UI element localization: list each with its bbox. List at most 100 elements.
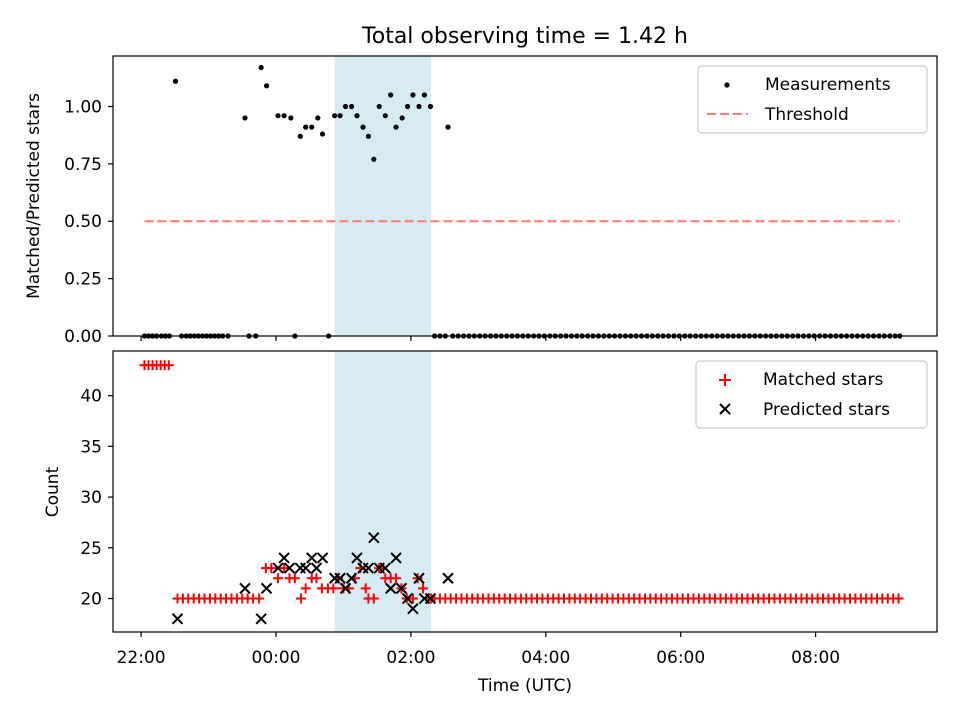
top-ylabel: Matched/Predicted stars [24,93,44,299]
predicted-point [278,552,290,564]
x-tick-label: 02:00 [386,648,435,668]
bottom-highlight-band [334,351,432,632]
matched-point [311,573,322,584]
measurement-point [421,92,427,98]
matched-point [360,583,371,594]
matched-point [289,573,300,584]
measurement-point [263,83,270,89]
predicted-point [260,582,273,595]
predicted-point [255,613,267,625]
predicted-point [362,562,375,574]
x-tick-label: 22:00 [117,648,166,668]
measurement-point [288,115,294,121]
predicted-point [442,572,454,584]
measurement-point [376,103,382,110]
bottom-y-tick-label: 20 [80,590,102,610]
legend-measurements: Measurements [765,75,891,95]
measurement-point [410,92,416,98]
predicted-point [413,572,425,584]
measurement-point [388,92,394,98]
top-y-tick-label: 1.00 [64,97,102,117]
predicted-point [306,552,318,564]
measurement-point [445,124,451,130]
measurement-point [242,115,248,121]
measurement-point [382,113,388,119]
measurement-point [337,113,343,119]
bottom-y-tick-label: 25 [80,539,102,559]
predicted-point [384,582,397,595]
matched-point [391,573,402,584]
matched-point [163,360,174,371]
top-highlight-band [334,56,432,336]
measurement-point [360,124,366,130]
predicted-point [345,572,358,584]
measurement-point [275,113,281,119]
top-y-tick-label: 0.25 [64,270,102,290]
matched-point [328,583,339,594]
predicted-point [339,582,352,595]
measurement-point [365,133,372,139]
legend-dot-icon [724,82,730,88]
legend-predicted: Predicted stars [763,400,890,420]
top-legend: Measurements Threshold [697,65,928,134]
matched-point [254,593,265,604]
legend-threshold: Threshold [764,105,849,125]
predicted-point [379,562,391,574]
predicted-point [239,582,251,595]
matched-point [279,563,290,574]
x-tick-label: 04:00 [521,648,570,668]
measurement-point [416,103,422,110]
measurement-point [427,103,434,110]
predicted-point [171,613,184,625]
legend-plus-icon [719,374,731,386]
top-panel: 0.00 0.25 0.50 0.75 1.00 Matched/Predicted s… [24,55,938,347]
matched-point [418,583,429,594]
predicted-point [390,552,402,564]
predicted-point [395,582,408,595]
matched-point [273,573,284,584]
measurement-point [332,113,338,119]
measurement-point [393,124,399,130]
matched-point [893,593,904,604]
measurement-point [281,113,287,119]
measurement-point [172,78,179,84]
matched-point [300,583,311,594]
x-tick-label: 00:00 [252,648,301,668]
top-y-tick-label: 0.50 [64,212,102,232]
matched-point [368,593,379,604]
top-y-tick-label: 0.75 [64,155,102,175]
measurement-point [348,103,355,110]
top-y-tick-label: 0.00 [64,327,102,347]
measurement-point [399,115,405,121]
bottom-axes-frame [112,350,938,633]
predicted-point [310,562,323,574]
x-tick-label: 06:00 [656,648,705,668]
chart-title: Total observing time = 1.42 h [361,24,688,49]
predicted-point [424,592,437,605]
bottom-panel: 20 25 30 35 40 22:00 00:00 02:00 04:00 06:00 08:00… [43,350,938,668]
measurement-point [371,156,377,162]
predicted-point [272,562,284,574]
measurement-point [404,103,411,110]
predicted-point [401,592,414,605]
measurement-point [319,131,326,137]
measurement-point [303,124,309,130]
measurement-point [258,64,264,71]
x-axis-label: Time (UTC) [477,676,572,696]
predicted-point [316,552,329,564]
bottom-y-tick-label: 30 [80,488,102,508]
matched-point [266,563,277,574]
measurement-point [309,124,315,130]
predicted-point [299,562,312,574]
predicted-point [283,562,296,574]
x-tick-label: 08:00 [791,648,840,668]
matched-point [295,593,306,604]
measurement-point [297,133,303,139]
predicted-point [351,552,363,564]
bottom-y-tick-label: 35 [80,437,102,457]
measurement-point [354,113,360,119]
top-axes-frame [112,55,938,337]
bottom-ylabel: Count [43,466,63,517]
bottom-y-tick-label: 40 [80,387,102,407]
